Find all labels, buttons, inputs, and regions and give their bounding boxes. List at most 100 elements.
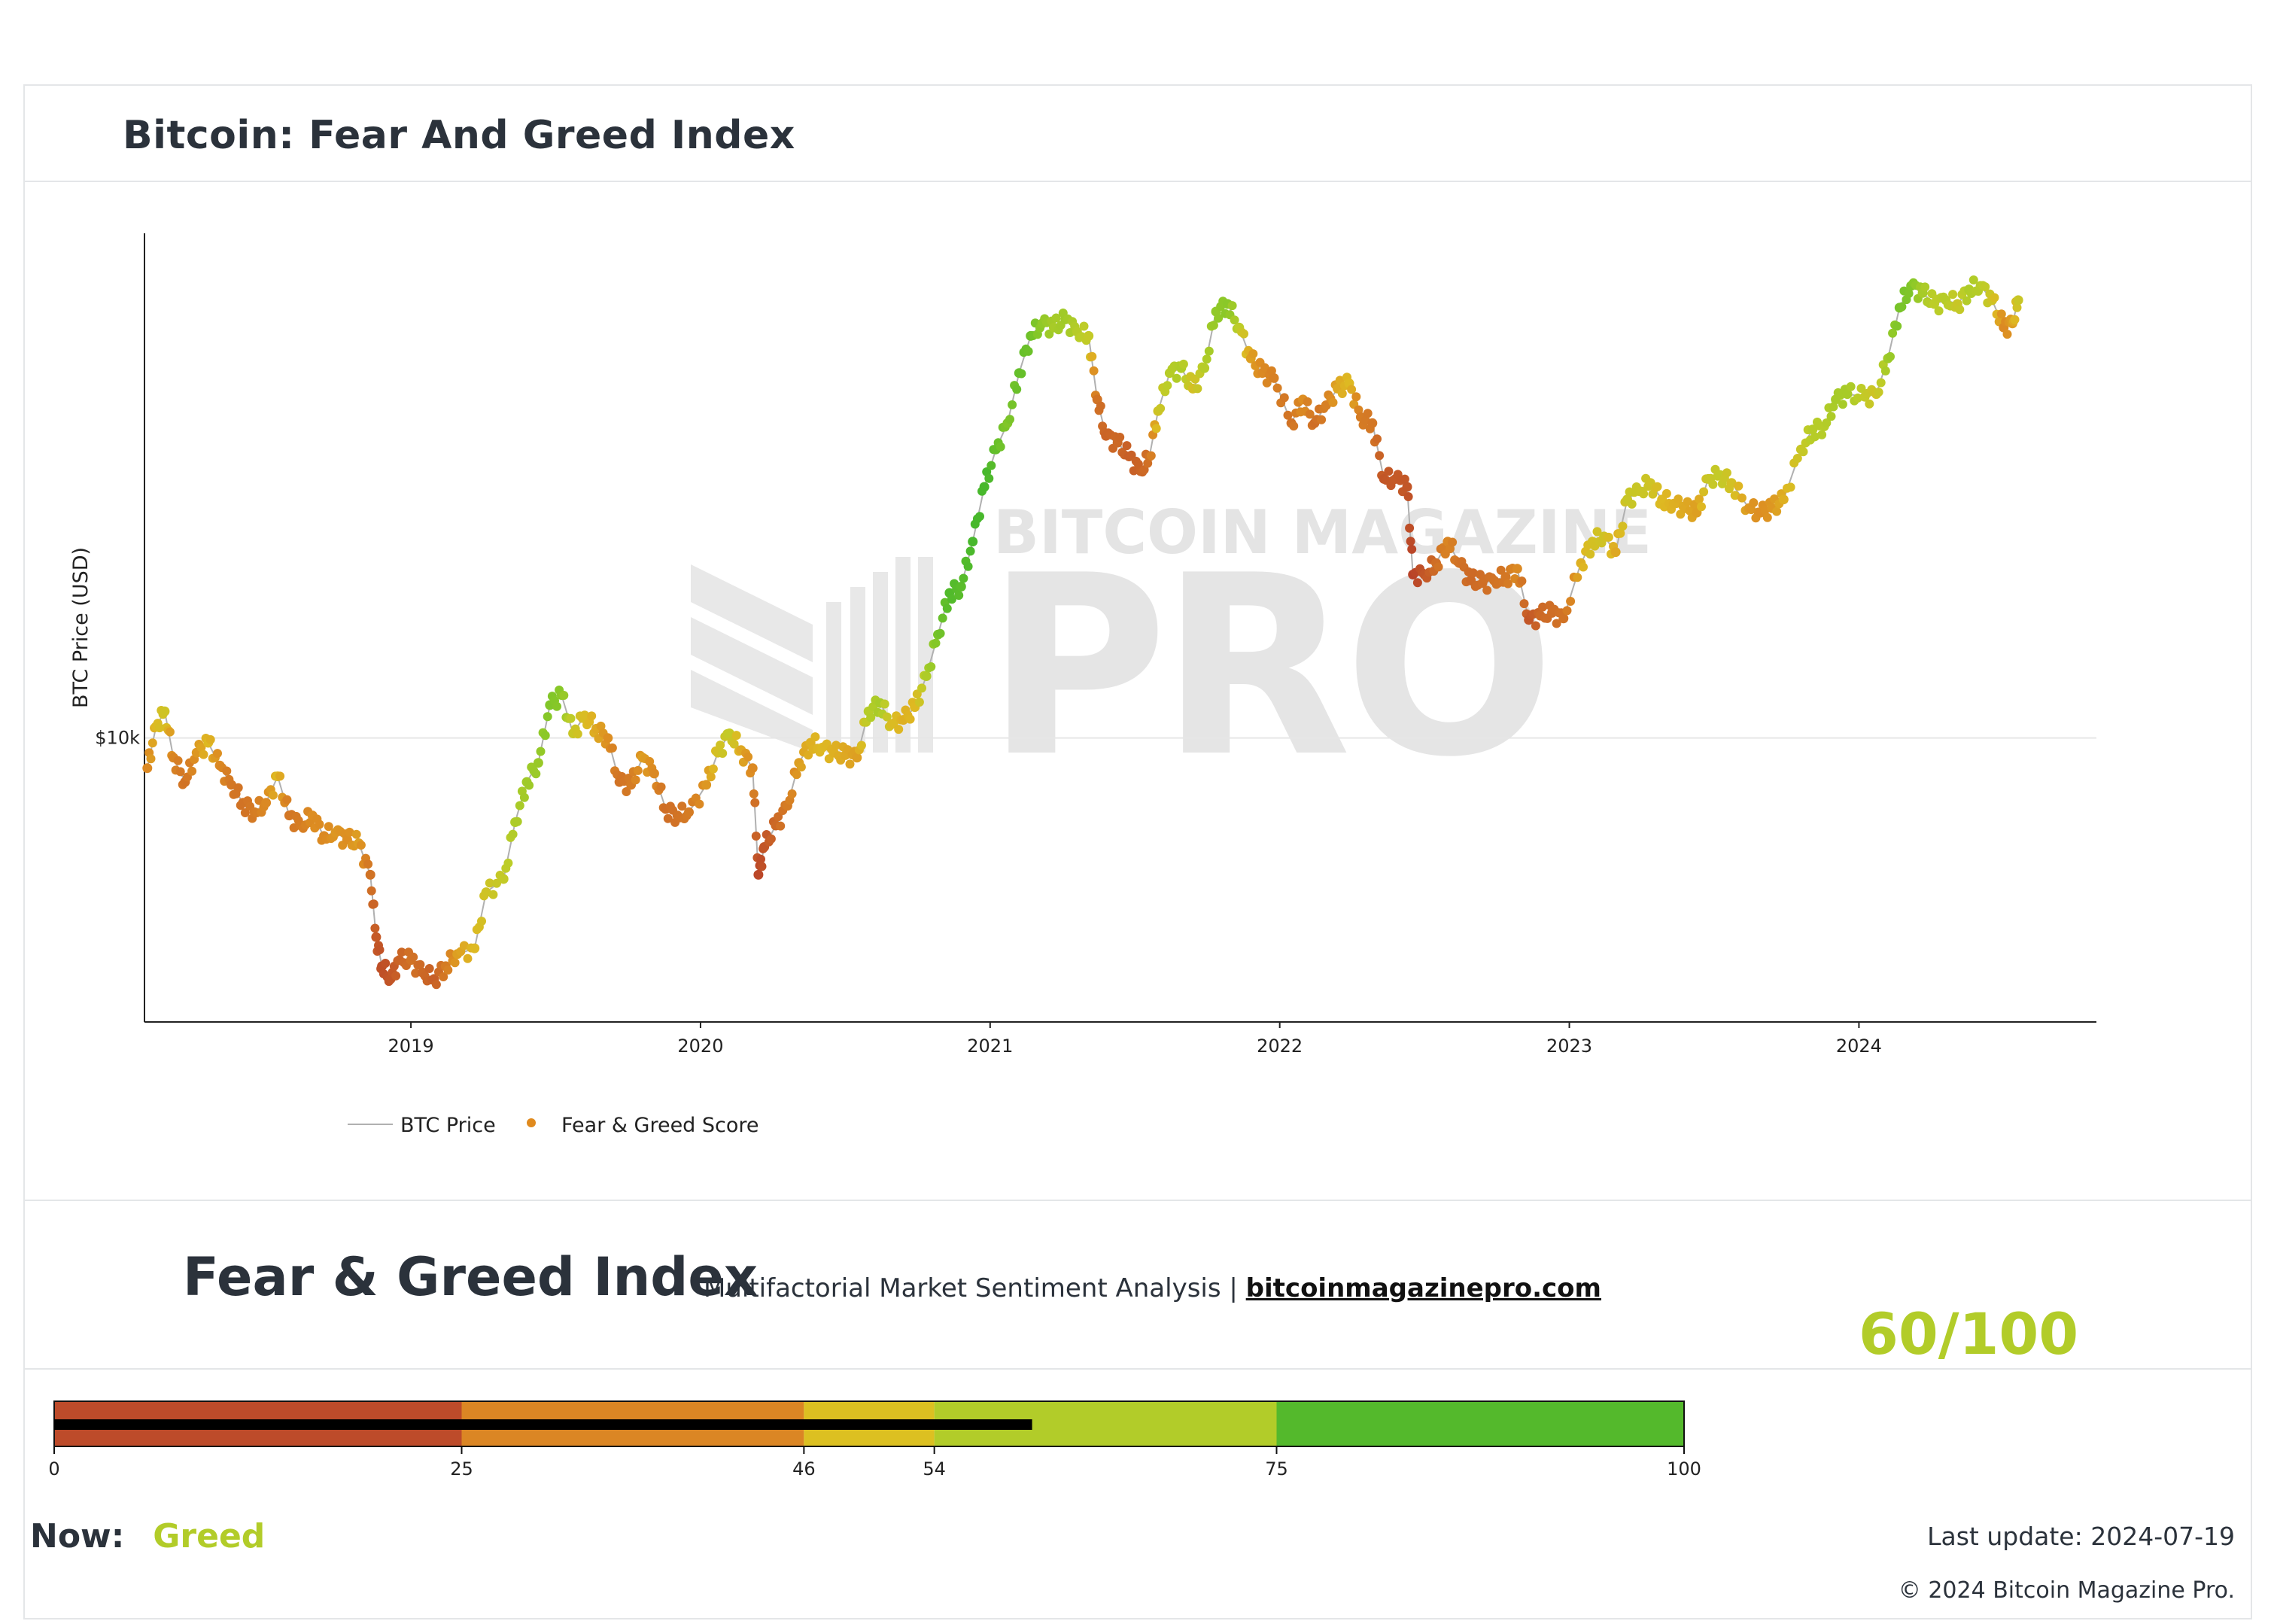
fear-greed-point — [631, 775, 640, 785]
fear-greed-point — [774, 812, 783, 822]
fear-greed-point — [1096, 401, 1105, 411]
fear-greed-point — [1199, 363, 1210, 373]
fear-greed-point — [470, 943, 480, 953]
legend-marker-swatch — [527, 1118, 536, 1127]
fear-greed-point — [1406, 537, 1415, 546]
y-tick-label: $10k — [95, 728, 140, 749]
fear-greed-point — [1810, 432, 1820, 442]
fear-greed-point — [1531, 621, 1540, 631]
fear-greed-point — [963, 561, 973, 571]
fear-greed-point — [880, 699, 889, 709]
fear-greed-point — [882, 712, 892, 722]
fear-greed-point — [1968, 275, 1978, 284]
fear-greed-point — [1772, 506, 1782, 516]
fear-greed-point — [776, 821, 786, 831]
fear-greed-point — [365, 869, 375, 880]
fear-greed-point — [1283, 410, 1293, 420]
fear-greed-point — [1904, 289, 1914, 299]
fear-greed-point — [1552, 619, 1561, 628]
fear-greed-point — [1482, 585, 1492, 595]
fear-greed-point — [1747, 505, 1756, 515]
fear-greed-point — [1266, 366, 1276, 376]
x-tick-label: 2020 — [677, 1036, 723, 1057]
fear-greed-point — [1122, 441, 1132, 451]
fear-greed-point — [1874, 388, 1883, 397]
fear-greed-point — [450, 958, 460, 968]
fear-greed-point — [1585, 549, 1595, 559]
fear-greed-point — [677, 801, 687, 811]
fear-greed-point — [706, 772, 716, 782]
fear-greed-point — [1375, 451, 1385, 461]
x-tick-label: 2024 — [1836, 1036, 1882, 1057]
fear-greed-point — [566, 713, 576, 723]
legend-fear-greed: Fear & Greed Score — [561, 1114, 759, 1137]
fear-greed-point — [766, 834, 776, 844]
fear-greed-point — [146, 754, 156, 764]
fear-greed-point — [155, 723, 164, 733]
fear-greed-point — [1722, 468, 1731, 478]
fear-greed-point — [1699, 487, 1709, 497]
score-value: 60/100 — [1859, 1300, 2079, 1367]
subtitle-separator: | — [1229, 1273, 1238, 1303]
fear-greed-point — [1405, 523, 1415, 533]
fear-greed-point — [1842, 389, 1853, 400]
y-axis-label: BTC Price (USD) — [69, 547, 93, 708]
fear-greed-point — [1674, 494, 1683, 504]
fear-greed-point — [2010, 315, 2020, 324]
fear-greed-markers — [142, 275, 2023, 990]
index-banner: Fear & Greed Index Multifactorial Market… — [25, 1200, 2251, 1370]
fear-greed-point — [1008, 400, 1017, 409]
fear-greed-point — [1289, 421, 1299, 431]
fear-greed-point — [1317, 415, 1327, 424]
fear-greed-point — [147, 738, 157, 748]
fear-greed-point — [607, 743, 617, 753]
fear-greed-point — [724, 728, 734, 738]
fear-greed-point — [213, 749, 222, 759]
fear-greed-point — [1792, 454, 1802, 463]
fear-greed-point — [512, 817, 522, 826]
fear-greed-point — [695, 799, 704, 809]
fear-greed-point — [1066, 328, 1075, 337]
fear-greed-point — [1730, 491, 1740, 500]
fear-greed-point — [743, 752, 753, 762]
fear-greed-point — [1347, 385, 1357, 394]
fear-greed-point — [439, 972, 448, 981]
fear-greed-point — [397, 947, 406, 957]
fear-greed-point — [856, 741, 866, 750]
fear-greed-point — [345, 827, 354, 837]
fear-greed-point — [1888, 328, 1898, 338]
index-subtitle: Multifactorial Market Sentiment Analysis… — [704, 1273, 1601, 1303]
fear-greed-point — [1204, 346, 1214, 356]
fear-greed-point — [381, 959, 391, 968]
fear-greed-point — [1892, 321, 1902, 331]
fear-greed-point — [187, 766, 197, 776]
fear-greed-point — [1695, 494, 1704, 504]
now-value: Greed — [153, 1517, 266, 1556]
fear-greed-point — [165, 727, 175, 737]
fear-greed-point — [968, 537, 978, 547]
fear-greed-point — [1214, 313, 1224, 323]
fear-greed-point — [1151, 424, 1161, 433]
fear-greed-point — [942, 604, 952, 613]
fear-greed-point — [622, 787, 631, 796]
fear-greed-point — [1005, 415, 1014, 424]
fear-greed-point — [1279, 393, 1289, 403]
fear-greed-point — [1373, 434, 1382, 444]
fear-greed-point — [552, 701, 561, 711]
fear-greed-point — [492, 878, 501, 888]
watermark-stripe — [691, 564, 813, 662]
fear-greed-point — [1239, 329, 1248, 339]
fear-greed-point — [757, 862, 767, 871]
legend-btc-price: BTC Price — [400, 1114, 496, 1137]
fear-greed-point — [1126, 450, 1136, 460]
fear-greed-point — [931, 638, 941, 648]
watermark-bar — [895, 557, 911, 753]
site-link[interactable]: bitcoinmagazinepro.com — [1245, 1273, 1601, 1303]
fear-greed-point — [1272, 383, 1282, 393]
fear-greed-point — [1400, 474, 1409, 484]
fear-greed-point — [810, 732, 820, 742]
fear-greed-point — [508, 829, 518, 839]
fear-greed-point — [708, 764, 718, 774]
fear-greed-point — [142, 763, 153, 774]
